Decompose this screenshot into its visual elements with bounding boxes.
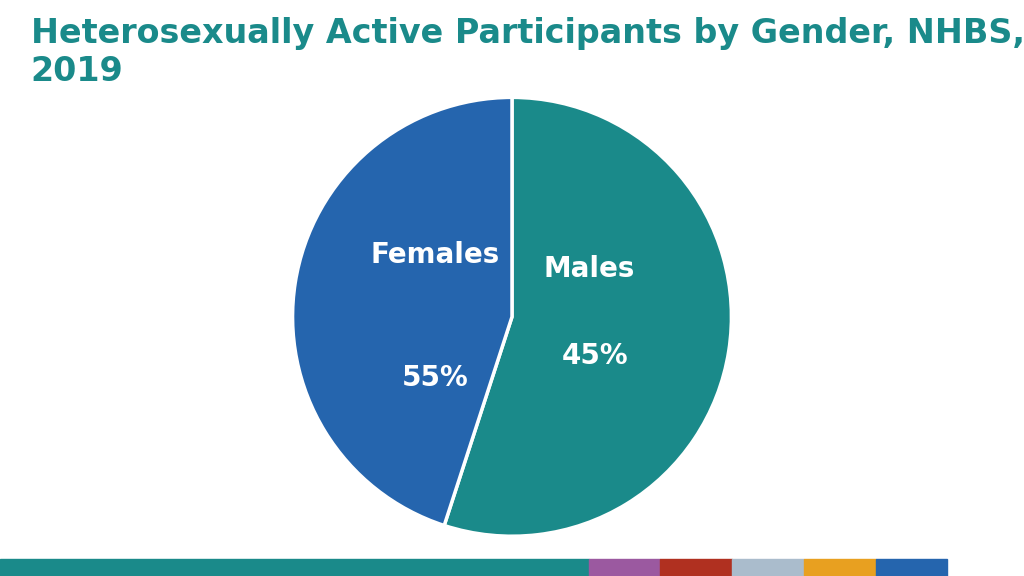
Bar bbox=[589, 559, 660, 576]
Bar bbox=[0, 559, 589, 576]
Text: Heterosexually Active Participants by Gender, NHBS,
2019: Heterosexually Active Participants by Ge… bbox=[31, 17, 1024, 89]
Bar bbox=[876, 559, 947, 576]
Text: 45%: 45% bbox=[562, 342, 629, 370]
Text: Males: Males bbox=[543, 255, 635, 282]
Bar bbox=[804, 559, 876, 576]
Bar bbox=[660, 559, 732, 576]
Bar bbox=[732, 559, 804, 576]
Wedge shape bbox=[293, 97, 512, 525]
Wedge shape bbox=[444, 97, 731, 536]
Text: 55%: 55% bbox=[401, 364, 469, 392]
Text: Females: Females bbox=[371, 241, 500, 270]
